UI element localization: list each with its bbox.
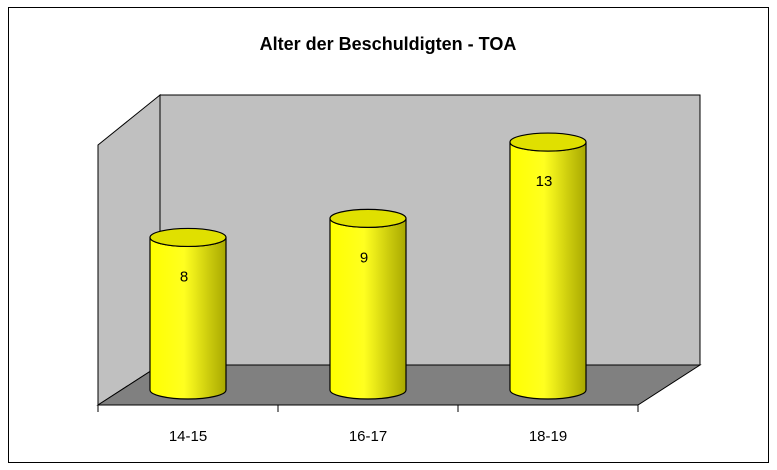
bar-top: [149, 227, 227, 248]
x-tick-label: 18-19: [529, 428, 567, 445]
value-label: 13: [536, 173, 553, 190]
value-label: 8: [180, 268, 188, 285]
bar-top: [509, 132, 587, 152]
bar-top: [329, 208, 407, 228]
bar: [329, 218, 407, 400]
back-wall: [159, 94, 701, 366]
bar: [149, 237, 227, 400]
chart-title: Alter der Beschuldigten - TOA: [260, 34, 517, 54]
x-tick-label: 14-15: [169, 428, 207, 445]
x-tick-label: 16-17: [349, 428, 387, 445]
value-label: 9: [360, 249, 368, 266]
